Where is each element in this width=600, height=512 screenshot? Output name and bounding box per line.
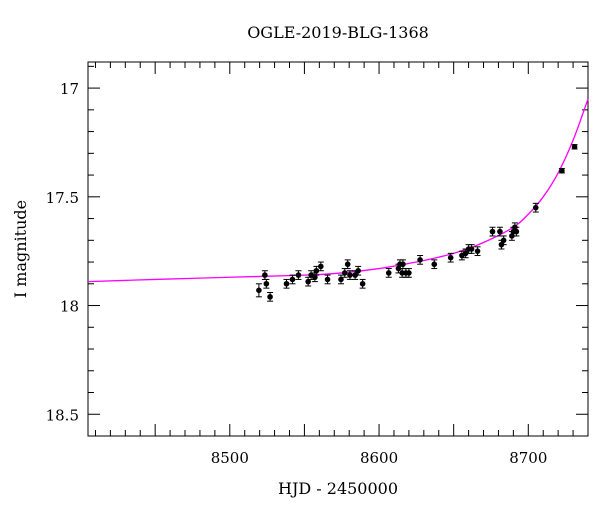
y-tick-label: 17 [60, 80, 79, 98]
data-point [255, 283, 262, 298]
data-marker [283, 280, 290, 287]
data-marker [385, 270, 392, 276]
data-marker [256, 287, 262, 294]
data-marker [417, 257, 423, 263]
x-tick-label: 8600 [360, 449, 398, 467]
tick-labels: 8500 8600 8700 17 17.5 18 18.5 [46, 80, 548, 467]
data-marker [400, 261, 406, 268]
data-point [344, 259, 351, 270]
data-marker [355, 267, 361, 274]
data-point [468, 244, 475, 254]
data-marker [513, 228, 520, 235]
data-point [283, 278, 290, 289]
plot-frame [87, 61, 589, 437]
data-point [295, 270, 302, 280]
data-point [489, 226, 496, 237]
data-marker [341, 270, 348, 276]
data-point [346, 270, 353, 280]
data-marker [532, 204, 539, 211]
data-point [341, 268, 348, 278]
data-point [263, 278, 270, 289]
data-point [513, 226, 520, 237]
data-marker [324, 276, 331, 283]
data-point [385, 268, 392, 278]
y-tick-label: 18 [60, 298, 79, 316]
data-marker [347, 272, 353, 278]
data-marker [431, 261, 438, 268]
data-point [405, 268, 412, 278]
x-tick-label: 8700 [509, 449, 547, 467]
data-marker [305, 278, 311, 285]
x-axis-label: HJD - 2450000 [278, 479, 398, 498]
data-point [305, 276, 312, 287]
data-marker [262, 272, 268, 278]
data-marker [468, 246, 475, 252]
chart-title: OGLE-2019-BLG-1368 [247, 23, 429, 42]
model-curve [87, 98, 589, 283]
data-marker [489, 228, 496, 235]
data-point [324, 274, 331, 285]
data-point [532, 202, 539, 213]
data-marker [312, 274, 318, 281]
data-point [571, 144, 578, 150]
y-axis-label: I magnitude [11, 200, 30, 298]
data-marker [500, 237, 507, 244]
data-marker [338, 276, 344, 283]
data-marker [359, 280, 366, 287]
y-tick-label: 18.5 [46, 406, 79, 424]
data-marker [295, 272, 302, 278]
data-marker [474, 248, 481, 254]
data-point [289, 274, 296, 285]
data-marker [263, 280, 270, 287]
data-point [399, 259, 406, 270]
model-curve-layer [87, 98, 589, 283]
data-marker [447, 254, 454, 261]
data-marker [559, 167, 565, 174]
data-point [417, 255, 424, 265]
x-tick-label: 8500 [211, 449, 249, 467]
data-point [337, 274, 344, 285]
data-points-layer [255, 144, 578, 302]
data-point [558, 167, 565, 174]
data-marker [267, 294, 273, 300]
data-marker [313, 267, 320, 274]
data-marker [497, 228, 503, 235]
data-point [267, 291, 274, 302]
data-marker [406, 270, 412, 276]
data-point [431, 259, 438, 270]
data-point [359, 278, 366, 289]
data-point [447, 252, 454, 263]
data-point [261, 270, 268, 280]
data-point [355, 265, 362, 276]
data-point [474, 246, 481, 257]
data-marker [289, 276, 296, 283]
data-marker [318, 263, 324, 270]
data-point [496, 226, 503, 237]
axis-ticks [88, 62, 589, 437]
data-marker [344, 261, 351, 268]
data-point [317, 261, 324, 272]
data-marker [571, 144, 578, 150]
data-point [500, 235, 507, 246]
y-tick-label: 17.5 [46, 189, 79, 207]
